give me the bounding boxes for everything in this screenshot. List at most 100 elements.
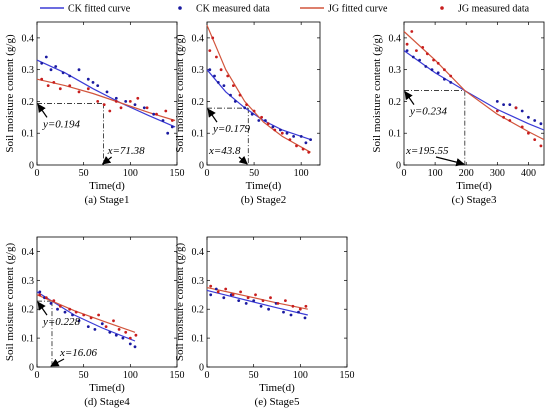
plot-frame xyxy=(403,21,545,166)
data-point xyxy=(243,106,247,110)
x-tick-label: 100 xyxy=(428,168,443,179)
legend-dot-swatch xyxy=(440,6,444,10)
data-point xyxy=(119,106,123,110)
data-point xyxy=(520,109,524,113)
data-point xyxy=(155,112,158,116)
data-point xyxy=(291,304,295,308)
data-point xyxy=(260,115,263,119)
data-point xyxy=(295,144,298,148)
data-point xyxy=(418,58,421,62)
data-point xyxy=(49,302,53,305)
x-tick-label: 100 xyxy=(293,370,308,381)
data-point xyxy=(432,58,435,62)
data-point xyxy=(58,87,62,91)
measured-data-points xyxy=(38,290,137,349)
y-tick-label: 0.4 xyxy=(192,33,205,44)
x-tick-label: 100 xyxy=(123,370,138,381)
data-point xyxy=(246,296,250,300)
data-point xyxy=(533,119,537,122)
data-point xyxy=(133,103,137,106)
x-annotation-arrow xyxy=(238,155,248,165)
data-point xyxy=(71,313,74,317)
data-point xyxy=(114,100,118,103)
guide-lines xyxy=(207,107,249,165)
y-tick-label: 0 xyxy=(199,161,204,172)
y-tick-label: 0.2 xyxy=(389,97,402,108)
data-point xyxy=(152,112,156,116)
data-point xyxy=(231,293,235,297)
data-point xyxy=(443,68,446,72)
data-point xyxy=(61,71,65,75)
data-point xyxy=(252,299,256,302)
x-tick-label: 0 xyxy=(35,168,40,179)
x-tick-label: 100 xyxy=(123,168,138,179)
data-point xyxy=(170,125,174,129)
x-annotation-arrow xyxy=(101,156,112,165)
data-point xyxy=(105,90,109,94)
data-point xyxy=(237,299,241,302)
data-point xyxy=(502,103,505,106)
data-point xyxy=(63,310,67,314)
data-point xyxy=(259,304,263,308)
legend-label: JG fitted curve xyxy=(328,4,388,15)
data-point xyxy=(449,74,453,78)
data-point xyxy=(40,61,44,65)
guide-lines xyxy=(404,90,466,165)
data-point xyxy=(82,313,86,317)
data-point xyxy=(288,138,292,142)
chart-panel: 0 100 200 300 400 0 0.1 0.2 0.3 0.4 Time(d) Soil mo… xyxy=(371,21,545,206)
data-point xyxy=(214,287,218,291)
data-point xyxy=(495,100,499,103)
data-point xyxy=(38,293,42,297)
legend-item: JG measured data xyxy=(440,4,530,15)
data-point xyxy=(298,307,302,311)
fitted-curve-line xyxy=(206,289,308,316)
data-point xyxy=(102,103,106,106)
y-intercept-label: y=0.194 xyxy=(42,118,81,130)
data-point xyxy=(128,342,132,346)
y-axis-label: Soil moisture content (g/g) xyxy=(4,243,16,362)
data-point xyxy=(267,307,270,311)
data-point xyxy=(44,55,48,59)
y-tick-label: 0.3 xyxy=(192,65,205,76)
data-point xyxy=(209,293,213,297)
legend-label: CK measured data xyxy=(196,4,270,15)
y-intercept-label: y=0.228 xyxy=(42,316,81,328)
x-tick-label: 0 xyxy=(205,370,210,381)
panel-caption: (c) Stage3 xyxy=(452,194,497,206)
y-tick-label: 0.3 xyxy=(192,276,205,287)
data-point xyxy=(77,68,81,72)
annotations: y=0.194 x=71.38 xyxy=(37,103,145,165)
y-axis-label: Soil moisture content (g/g) xyxy=(174,34,186,153)
data-point xyxy=(527,115,530,119)
data-point xyxy=(273,128,277,132)
data-point xyxy=(124,100,128,103)
data-point xyxy=(219,68,223,72)
data-point xyxy=(86,87,90,91)
data-point xyxy=(303,316,307,320)
y-axis-label: Soil moisture content (g/g) xyxy=(174,243,186,362)
legend-item: JG fitted curve xyxy=(300,4,388,15)
data-point xyxy=(254,293,257,297)
data-point xyxy=(124,330,128,334)
data-point xyxy=(502,115,505,119)
data-point xyxy=(229,93,232,97)
data-point xyxy=(93,328,97,331)
y-intercept-label: y=0.234 xyxy=(409,106,448,118)
data-point xyxy=(142,106,146,110)
y-tick-label: 0.1 xyxy=(22,334,35,345)
y-tick-label: 0.3 xyxy=(22,276,35,287)
y-tick-label: 0 xyxy=(199,363,204,374)
data-point xyxy=(539,144,543,148)
measured-data-points xyxy=(40,55,174,135)
y-tick-label: 0 xyxy=(29,161,34,172)
data-point xyxy=(449,81,453,84)
data-point xyxy=(245,103,249,106)
data-point xyxy=(68,307,72,311)
data-point xyxy=(238,93,242,97)
x-tick-label: 50 xyxy=(249,168,259,179)
data-point xyxy=(114,333,118,337)
measured-data-points xyxy=(208,68,312,145)
data-point xyxy=(91,81,95,84)
